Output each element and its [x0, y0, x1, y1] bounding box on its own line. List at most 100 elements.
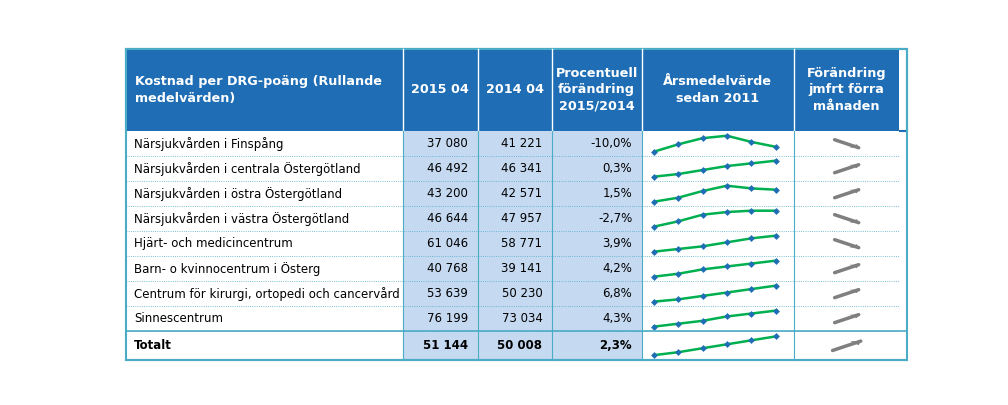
Text: 4,3%: 4,3% — [603, 312, 632, 325]
Text: Procentuell
förändring
2015/2014: Procentuell förändring 2015/2014 — [555, 67, 638, 113]
Text: 0,3%: 0,3% — [603, 162, 632, 175]
Bar — [551, 231, 641, 256]
Bar — [126, 231, 403, 256]
Bar — [641, 181, 794, 206]
Text: Förändring
jmfrt förra
månaden: Förändring jmfrt förra månaden — [806, 67, 886, 113]
Bar — [126, 181, 403, 206]
Bar — [126, 131, 403, 156]
Text: 53 639: 53 639 — [427, 287, 468, 300]
Text: 4,2%: 4,2% — [603, 262, 632, 275]
Bar — [478, 49, 551, 131]
Text: Barn- o kvinnocentrum i Österg: Barn- o kvinnocentrum i Österg — [134, 262, 321, 276]
Text: 37 080: 37 080 — [427, 137, 468, 150]
Polygon shape — [850, 315, 859, 318]
Bar — [794, 49, 899, 131]
Bar — [126, 306, 403, 331]
Text: 50 008: 50 008 — [497, 339, 542, 352]
Text: 39 141: 39 141 — [501, 262, 542, 275]
Bar — [794, 281, 899, 306]
Text: Närsjukvården i centrala Östergötland: Närsjukvården i centrala Östergötland — [134, 162, 361, 176]
Bar — [551, 306, 641, 331]
Bar — [551, 131, 641, 156]
Bar — [794, 256, 899, 281]
Bar — [551, 49, 641, 131]
Text: Totalt: Totalt — [134, 339, 171, 352]
Bar — [641, 49, 794, 131]
Text: 46 644: 46 644 — [427, 212, 468, 225]
Bar — [794, 156, 899, 181]
Bar — [641, 206, 794, 231]
Text: 76 199: 76 199 — [427, 312, 468, 325]
Bar — [403, 331, 478, 360]
Bar — [126, 256, 403, 281]
Text: 3,9%: 3,9% — [603, 237, 632, 250]
Bar — [641, 231, 794, 256]
Bar — [641, 281, 794, 306]
Polygon shape — [850, 165, 859, 168]
Bar — [478, 331, 551, 360]
Bar — [403, 231, 478, 256]
Bar — [794, 231, 899, 256]
Text: 1,5%: 1,5% — [603, 187, 632, 200]
Bar — [794, 306, 899, 331]
Text: 51 144: 51 144 — [423, 339, 468, 352]
Bar — [126, 281, 403, 306]
Text: 73 034: 73 034 — [502, 312, 542, 325]
Bar — [478, 206, 551, 231]
Text: Närsjukvården i Finspång: Närsjukvården i Finspång — [134, 137, 283, 151]
Bar — [478, 281, 551, 306]
Bar — [403, 181, 478, 206]
Bar — [551, 331, 641, 360]
Bar — [551, 206, 641, 231]
Text: 41 221: 41 221 — [501, 137, 542, 150]
Polygon shape — [850, 190, 859, 193]
Text: 47 957: 47 957 — [501, 212, 542, 225]
Text: Sinnescentrum: Sinnescentrum — [134, 312, 223, 325]
Bar — [403, 49, 478, 131]
Text: 2015 04: 2015 04 — [411, 83, 470, 96]
Bar — [794, 131, 899, 156]
Text: 42 571: 42 571 — [501, 187, 542, 200]
Bar — [403, 206, 478, 231]
Bar — [641, 331, 794, 360]
Bar — [551, 181, 641, 206]
Text: -2,7%: -2,7% — [598, 212, 632, 225]
Bar — [403, 156, 478, 181]
Bar — [551, 256, 641, 281]
Text: 61 046: 61 046 — [427, 237, 468, 250]
Text: 2,3%: 2,3% — [600, 339, 632, 352]
Bar — [794, 331, 899, 360]
Text: 46 492: 46 492 — [427, 162, 468, 175]
Bar — [403, 281, 478, 306]
Bar — [478, 256, 551, 281]
Bar — [478, 131, 551, 156]
Text: 46 341: 46 341 — [501, 162, 542, 175]
Bar — [641, 306, 794, 331]
Bar — [478, 231, 551, 256]
Bar — [478, 181, 551, 206]
Bar — [126, 206, 403, 231]
Bar — [126, 156, 403, 181]
Text: 2014 04: 2014 04 — [486, 83, 543, 96]
Bar — [403, 256, 478, 281]
Text: 6,8%: 6,8% — [603, 287, 632, 300]
Bar — [403, 306, 478, 331]
Text: Hjärt- och medicincentrum: Hjärt- och medicincentrum — [134, 237, 292, 250]
Polygon shape — [850, 341, 861, 345]
Polygon shape — [850, 144, 859, 148]
Bar — [794, 181, 899, 206]
Bar — [794, 206, 899, 231]
Polygon shape — [850, 219, 859, 223]
Bar — [126, 49, 907, 131]
Text: -10,0%: -10,0% — [591, 137, 632, 150]
Bar — [126, 49, 403, 131]
Text: Närsjukvården i östra Östergötland: Närsjukvården i östra Östergötland — [134, 187, 342, 201]
Text: Årsmedelvärde
sedan 2011: Årsmedelvärde sedan 2011 — [663, 75, 772, 104]
Polygon shape — [850, 290, 859, 293]
Bar — [478, 306, 551, 331]
Bar — [551, 156, 641, 181]
Bar — [478, 156, 551, 181]
Bar — [641, 256, 794, 281]
Bar — [641, 156, 794, 181]
Text: 40 768: 40 768 — [427, 262, 468, 275]
